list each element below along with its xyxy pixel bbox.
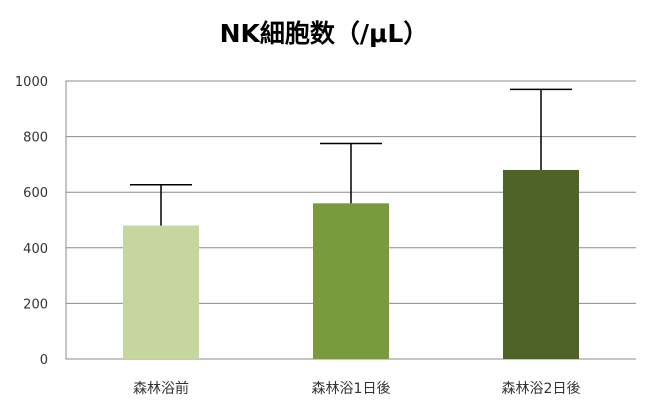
error-bars: [130, 88, 572, 226]
y-tick-label: 1000: [15, 75, 48, 90]
y-tick-label: 800: [23, 131, 48, 146]
y-tick-label: 0: [40, 353, 48, 368]
bar: [503, 169, 579, 359]
bar: [123, 225, 199, 359]
x-category-label: 森林浴1日後: [312, 381, 391, 397]
y-tick-label: 600: [23, 186, 48, 201]
x-axis-labels: 森林浴前 森林浴1日後 森林浴2日後: [133, 380, 580, 397]
x-category-label: 森林浴2日後: [502, 381, 581, 397]
y-tick-label: 400: [23, 242, 48, 257]
bars: [123, 169, 579, 359]
y-tick-label: 200: [23, 297, 48, 312]
chart-title: NK細胞数（/μL）: [219, 19, 429, 48]
y-axis-ticks: 0 200 400 600 800 1000: [15, 75, 48, 368]
x-category-label: 森林浴前: [133, 380, 189, 397]
bar: [313, 203, 389, 359]
